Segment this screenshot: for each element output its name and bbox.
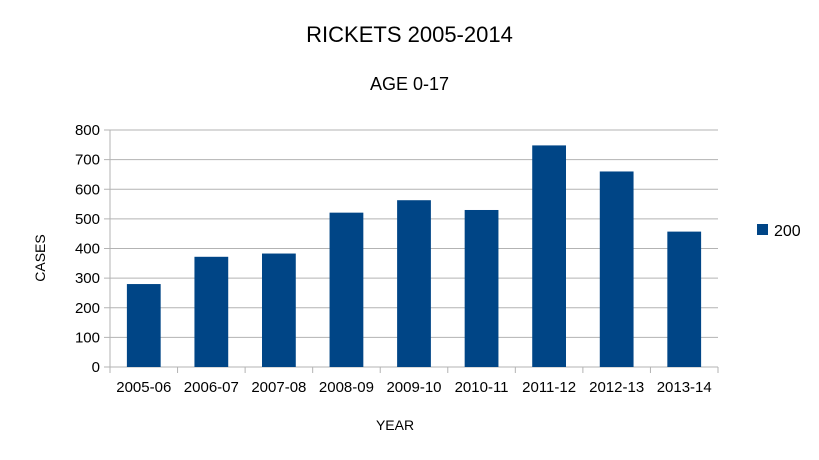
y-tick-labels: 0 100 200 300 400 500 600 700 800 xyxy=(75,122,100,376)
legend-label: 200 xyxy=(774,223,801,240)
bar-2007-08 xyxy=(262,253,296,367)
y-tick-label: 100 xyxy=(75,329,100,346)
bar-2005-06 xyxy=(126,284,161,367)
x-tick-label: 2013-14 xyxy=(657,379,712,396)
bars xyxy=(126,145,702,367)
y-tick-label: 400 xyxy=(75,241,100,258)
legend-swatch xyxy=(757,224,768,235)
x-axis-label: YEAR xyxy=(376,417,414,433)
x-tick-label: 2005-06 xyxy=(116,379,171,396)
x-tick-label: 2011-12 xyxy=(522,379,576,396)
chart-title: RICKETS 2005-2014 xyxy=(306,22,513,47)
y-tick-label: 0 xyxy=(92,359,100,376)
bar-2006-07 xyxy=(194,256,229,367)
bar-2013-14 xyxy=(667,231,702,367)
bar-2011-12 xyxy=(532,145,566,367)
x-tick-label: 2007-08 xyxy=(251,379,306,396)
legend: 200 xyxy=(757,223,801,240)
bar-2009-10 xyxy=(397,200,431,367)
y-axis-label: CASES xyxy=(32,234,48,281)
x-tick-label: 2006-07 xyxy=(184,379,239,396)
bar-2012-13 xyxy=(599,171,634,367)
bar-2010-11 xyxy=(464,209,499,367)
y-tick-label: 700 xyxy=(75,152,100,169)
y-tick-label: 600 xyxy=(75,181,100,198)
y-tick-label: 500 xyxy=(75,211,100,228)
x-tick-label: 2008-09 xyxy=(319,379,374,396)
y-tick-label: 200 xyxy=(75,300,100,317)
x-tick-labels: 2005-06 2006-07 2007-08 2008-09 2009-10 2010-… xyxy=(116,379,712,396)
y-tick-label: 800 xyxy=(75,122,100,139)
chart-subtitle: AGE 0-17 xyxy=(369,74,450,94)
x-tick-label: 2012-13 xyxy=(589,379,644,396)
x-tick-label: 2010-11 xyxy=(455,379,509,396)
bar-2008-09 xyxy=(329,212,364,367)
x-tick-label: 2009-10 xyxy=(386,379,441,396)
y-tick-label: 300 xyxy=(75,270,100,287)
